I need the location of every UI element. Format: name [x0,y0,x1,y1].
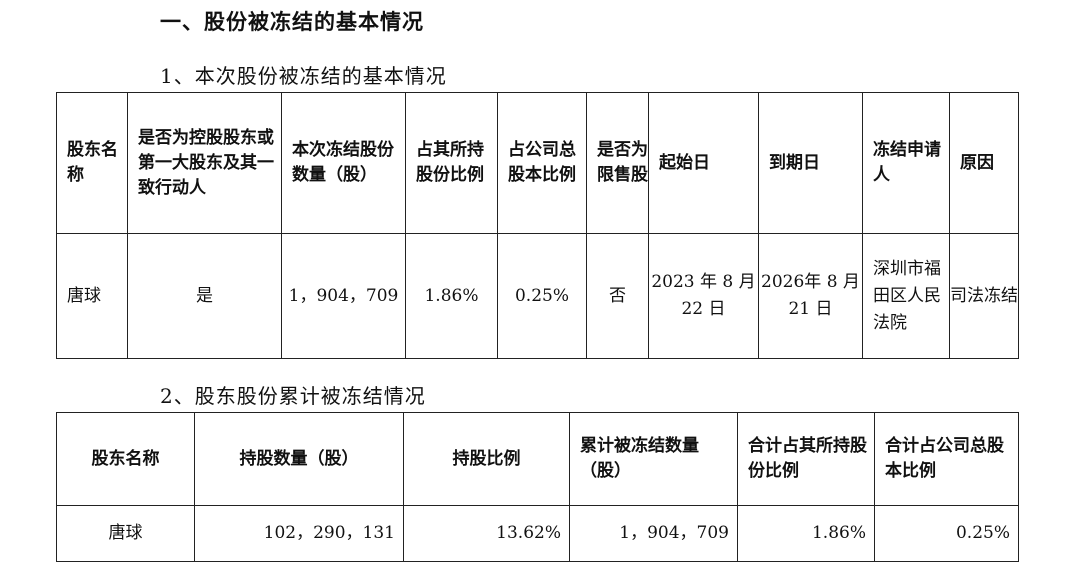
cell-start-date: 2023 年 8 月 22 日 [648,233,759,359]
header-cell: 合计占公司总股本比例 [874,412,1019,506]
header-cell: 累计被冻结数量（股） [569,412,738,506]
header-cell: 到期日 [758,92,863,234]
cell-shareholder: 唐球 [56,233,128,359]
header-cell: 原因 [949,92,1019,234]
cell-cumulative-frozen: 1，904，709 [569,505,738,562]
header-cell: 起始日 [648,92,759,234]
header-cell: 占其所持股份比例 [405,92,498,234]
subsection-title-current-freeze: 1、本次股份被冻结的基本情况 [160,64,447,88]
subsection-title-cumulative-freeze: 2、股东股份累计被冻结情况 [160,384,426,408]
header-cell: 持股数量（股） [194,412,404,506]
cell-holding-ratio: 13.62% [403,505,570,562]
cell-restricted: 否 [586,233,649,359]
header-cell: 股东名称 [56,92,128,234]
table-header-row: 股东名称 是否为控股股东或第一大股东及其一致行动人 本次冻结股份数量（股） 占其… [56,92,1019,234]
cell-applicant: 深圳市福田区人民法院 [862,233,950,359]
header-cell: 占公司总股本比例 [497,92,587,234]
header-cell: 合计占其所持股份比例 [737,412,875,506]
current-freeze-table: 股东名称 是否为控股股东或第一大股东及其一致行动人 本次冻结股份数量（股） 占其… [56,92,1019,359]
header-cell: 是否为限售股 [586,92,649,234]
cell-end-date: 2026年 8 月 21 日 [758,233,863,359]
cell-shareholder: 唐球 [56,505,195,562]
header-cell: 冻结申请人 [862,92,950,234]
cell-own-ratio: 1.86% [405,233,498,359]
section-heading: 一、股份被冻结的基本情况 [160,10,424,34]
header-cell: 本次冻结股份数量（股） [281,92,406,234]
cumulative-freeze-table: 股东名称 持股数量（股） 持股比例 累计被冻结数量（股） 合计占其所持股份比例 … [56,412,1019,562]
header-cell: 股东名称 [56,412,195,506]
cell-reason: 司法冻结 [949,233,1019,359]
cell-total-ratio: 0.25% [497,233,587,359]
header-cell: 是否为控股股东或第一大股东及其一致行动人 [127,92,282,234]
cell-company-ratio-total: 0.25% [874,505,1019,562]
table-row: 唐球 是 1，904，709 1.86% 0.25% 否 2023 年 8 月 … [56,233,1019,359]
table-row: 唐球 102，290，131 13.62% 1，904，709 1.86% 0.… [56,505,1019,562]
cell-own-ratio-total: 1.86% [737,505,875,562]
cell-controlling: 是 [127,233,282,359]
header-cell: 持股比例 [403,412,570,506]
cell-frozen-qty: 1，904，709 [281,233,406,359]
cell-holding-qty: 102，290，131 [194,505,404,562]
table-header-row: 股东名称 持股数量（股） 持股比例 累计被冻结数量（股） 合计占其所持股份比例 … [56,412,1019,506]
